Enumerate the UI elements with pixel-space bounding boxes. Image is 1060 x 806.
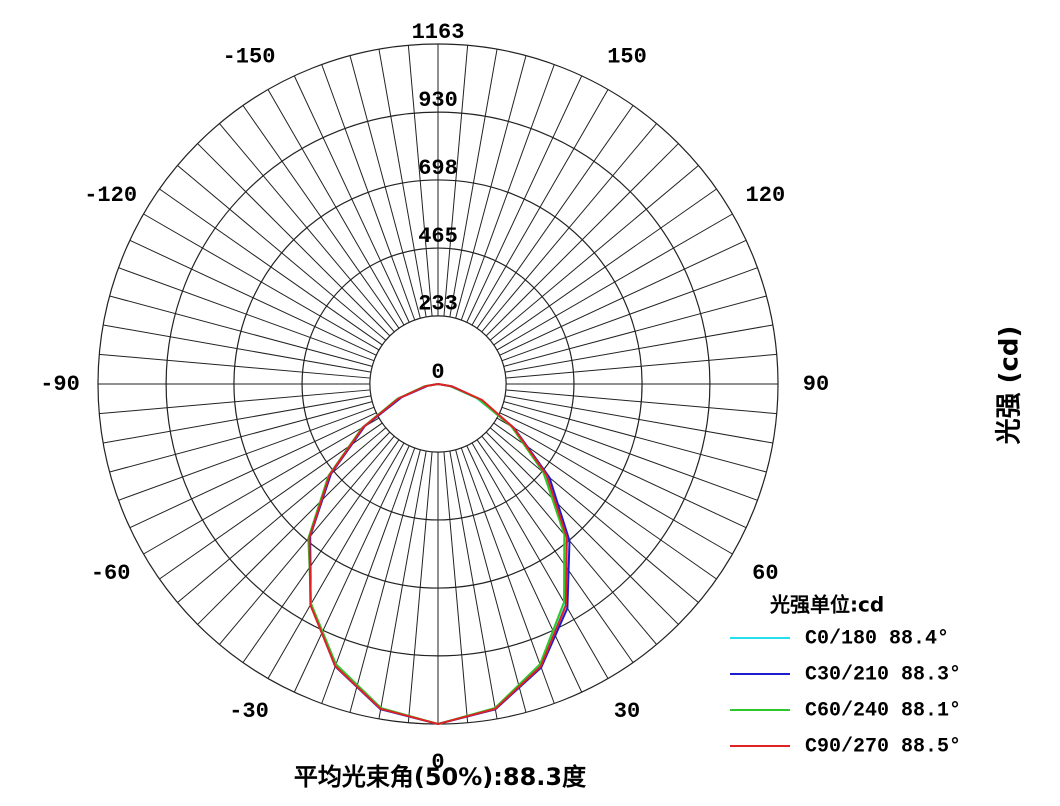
radial-tick-label: 1163 [412,20,465,45]
legend-title: 光强单位:cd [769,593,884,617]
angle-tick-label: -30 [229,699,269,724]
angle-tick-label: 90 [803,372,829,397]
legend-label: C90/270 88.5° [805,735,961,758]
angle-tick-label: -60 [91,561,131,586]
radial-tick-label: 698 [418,156,458,181]
intensity-curve [308,383,568,726]
angle-tick-label: -90 [40,372,80,397]
radial-tick-label: 930 [418,88,458,113]
ring [165,111,711,657]
angle-tick-label: -150 [223,44,276,69]
legend-label: C30/210 88.3° [805,663,961,686]
ring [369,315,507,453]
radial-tick-label: 0 [431,360,444,385]
radial-tick-label: 233 [418,292,458,317]
angle-tick-label: 60 [752,561,778,586]
angle-tick-label: 0 [431,750,444,775]
legend-label: C60/240 88.1° [805,699,961,722]
angle-tick-label: -120 [84,183,137,208]
radial-tick-label: 465 [418,224,458,249]
y-axis-label: 光强 (cd) [995,326,1025,446]
angle-tick-label: 150 [607,44,647,69]
angle-tick-label: 30 [614,699,640,724]
angle-tick-label: 120 [746,183,786,208]
ring [301,247,575,521]
legend-label: C0/180 88.4° [805,627,949,650]
ring [233,179,643,589]
footer: 平均光束角(50%):88.3度 [294,763,587,791]
